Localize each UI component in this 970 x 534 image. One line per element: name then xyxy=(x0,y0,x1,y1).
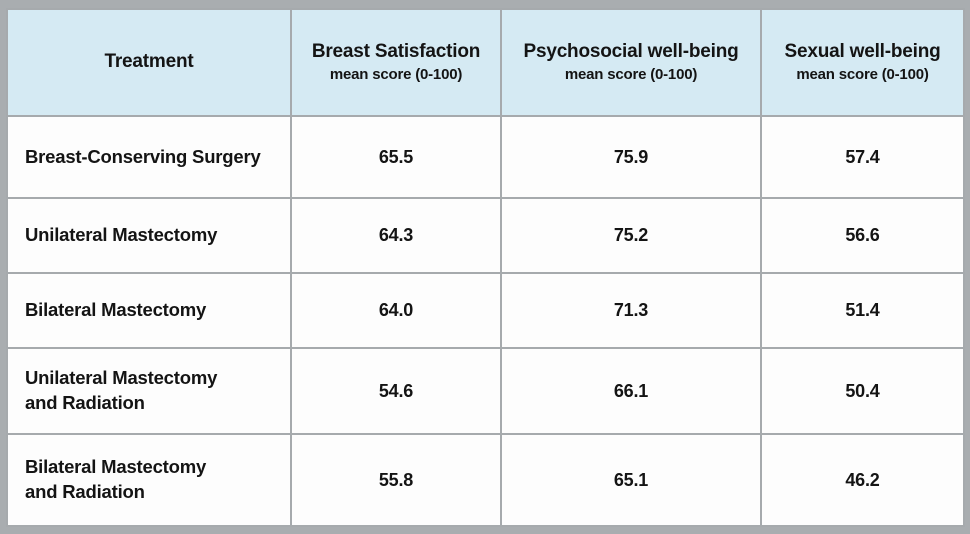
header-sexual-wellbeing: Sexual well-being mean score (0-100) xyxy=(760,8,965,117)
sexual-wellbeing-value: 56.6 xyxy=(760,197,965,274)
table-row: Unilateral Mastectomy and Radiation 54.6… xyxy=(6,347,965,435)
treatment-cell: Bilateral Mastectomy and Radiation xyxy=(6,433,292,527)
header-sexual-wellbeing-subtitle: mean score (0-100) xyxy=(796,65,929,83)
psychosocial-wellbeing-value: 75.9 xyxy=(500,115,762,199)
header-psychosocial-wellbeing-label: Psychosocial well-being xyxy=(523,40,739,62)
breast-satisfaction-value: 54.6 xyxy=(290,347,502,435)
psychosocial-wellbeing-value: 65.1 xyxy=(500,433,762,527)
breast-satisfaction-value: 55.8 xyxy=(290,433,502,527)
header-sexual-wellbeing-label: Sexual well-being xyxy=(784,40,941,62)
breast-satisfaction-value: 64.0 xyxy=(290,272,502,349)
breast-satisfaction-value: 65.5 xyxy=(290,115,502,199)
table-row: Bilateral Mastectomy and Radiation 55.8 … xyxy=(6,433,965,527)
table-row: Bilateral Mastectomy 64.0 71.3 51.4 xyxy=(6,272,965,349)
treatment-cell: Unilateral Mastectomy and Radiation xyxy=(6,347,292,435)
sexual-wellbeing-value: 51.4 xyxy=(760,272,965,349)
header-breast-satisfaction-label: Breast Satisfaction xyxy=(311,40,481,62)
header-row: Treatment Breast Satisfaction mean score… xyxy=(6,8,965,117)
header-psychosocial-wellbeing: Psychosocial well-being mean score (0-10… xyxy=(500,8,762,117)
psychosocial-wellbeing-value: 66.1 xyxy=(500,347,762,435)
table-row: Unilateral Mastectomy 64.3 75.2 56.6 xyxy=(6,197,965,274)
sexual-wellbeing-value: 57.4 xyxy=(760,115,965,199)
header-breast-satisfaction-subtitle: mean score (0-100) xyxy=(329,65,463,83)
treatment-outcomes-table: Treatment Breast Satisfaction mean score… xyxy=(6,8,965,527)
treatment-cell: Breast-Conserving Surgery xyxy=(6,115,292,199)
header-psychosocial-wellbeing-subtitle: mean score (0-100) xyxy=(564,65,698,83)
header-breast-satisfaction: Breast Satisfaction mean score (0-100) xyxy=(290,8,502,117)
sexual-wellbeing-value: 46.2 xyxy=(760,433,965,527)
psychosocial-wellbeing-value: 75.2 xyxy=(500,197,762,274)
psychosocial-wellbeing-value: 71.3 xyxy=(500,272,762,349)
treatment-cell: Bilateral Mastectomy xyxy=(6,272,292,349)
sexual-wellbeing-value: 50.4 xyxy=(760,347,965,435)
breast-satisfaction-value: 64.3 xyxy=(290,197,502,274)
header-treatment-label: Treatment xyxy=(104,51,194,73)
treatment-cell: Unilateral Mastectomy xyxy=(6,197,292,274)
table-row: Breast-Conserving Surgery 65.5 75.9 57.4 xyxy=(6,115,965,199)
header-treatment: Treatment xyxy=(6,8,292,117)
